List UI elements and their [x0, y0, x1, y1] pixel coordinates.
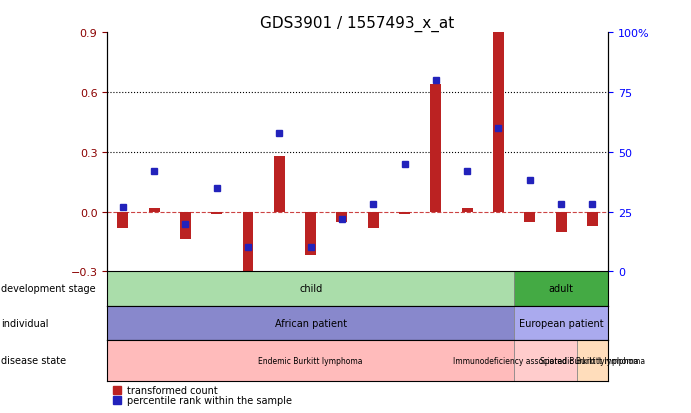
Bar: [107, 272, 514, 306]
Bar: [514, 272, 608, 306]
Text: child: child: [299, 284, 322, 294]
Text: transformed count: transformed count: [127, 385, 218, 395]
Text: European patient: European patient: [519, 318, 603, 328]
Text: percentile rank within the sample: percentile rank within the sample: [127, 395, 292, 405]
Bar: [149, 208, 160, 212]
Bar: [117, 212, 129, 228]
Text: African patient: African patient: [274, 318, 347, 328]
Text: individual: individual: [1, 318, 49, 328]
Bar: [577, 340, 608, 381]
Bar: [430, 85, 442, 212]
Bar: [556, 212, 567, 232]
Bar: [211, 212, 223, 214]
Text: adult: adult: [549, 284, 574, 294]
Bar: [107, 340, 514, 381]
Text: disease state: disease state: [1, 356, 66, 366]
Text: Sporadic Burkitt lymphoma: Sporadic Burkitt lymphoma: [540, 356, 645, 365]
Bar: [180, 212, 191, 240]
Bar: [462, 208, 473, 212]
Bar: [243, 212, 254, 276]
Text: Endemic Burkitt lymphoma: Endemic Burkitt lymphoma: [258, 356, 363, 365]
Bar: [524, 212, 536, 222]
Bar: [107, 306, 514, 340]
Bar: [337, 212, 348, 222]
Bar: [274, 157, 285, 212]
Bar: [514, 306, 608, 340]
Text: development stage: development stage: [1, 284, 96, 294]
Bar: [514, 340, 577, 381]
Bar: [587, 212, 598, 226]
Bar: [493, 33, 504, 212]
Title: GDS3901 / 1557493_x_at: GDS3901 / 1557493_x_at: [261, 16, 455, 32]
Bar: [399, 212, 410, 214]
Bar: [305, 212, 316, 256]
Bar: [368, 212, 379, 228]
Text: Immunodeficiency associated Burkitt lymphoma: Immunodeficiency associated Burkitt lymp…: [453, 356, 638, 365]
